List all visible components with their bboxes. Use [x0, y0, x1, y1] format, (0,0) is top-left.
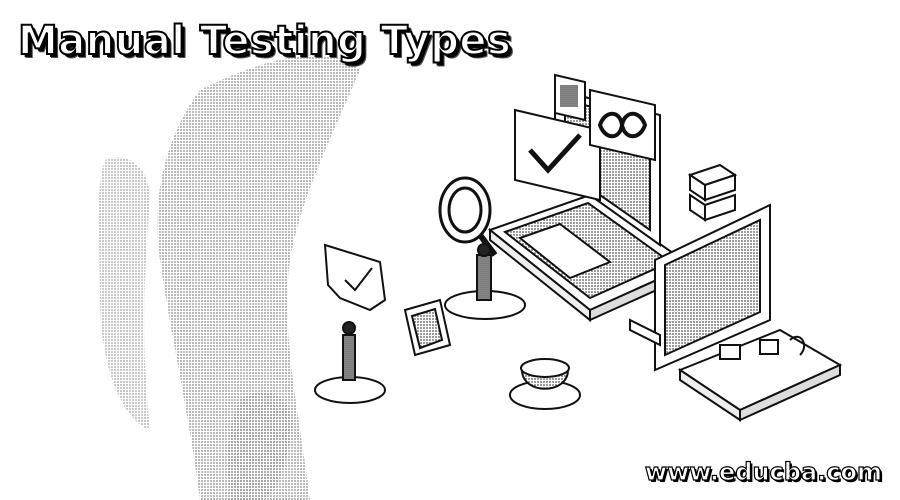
- window-panel-infinity: [589, 88, 656, 162]
- background-shadow: [157, 55, 360, 500]
- server-stack: [687, 163, 738, 222]
- window-panel-check: [514, 108, 601, 202]
- person-standing: [314, 321, 386, 404]
- watermark: www.educba.com: [644, 457, 882, 486]
- speech-bubble: [323, 243, 387, 312]
- person-inspector: [444, 243, 526, 320]
- background-shadow-right: [228, 392, 292, 500]
- monitor: [629, 203, 771, 372]
- banner-title: Manual Testing Types: [17, 17, 512, 65]
- tablet: [403, 298, 452, 357]
- device-platform: [677, 328, 843, 422]
- background-shadow-left: [98, 157, 150, 431]
- window-panel-small: [554, 73, 586, 122]
- cup: [509, 358, 581, 410]
- magnifier: [438, 176, 498, 257]
